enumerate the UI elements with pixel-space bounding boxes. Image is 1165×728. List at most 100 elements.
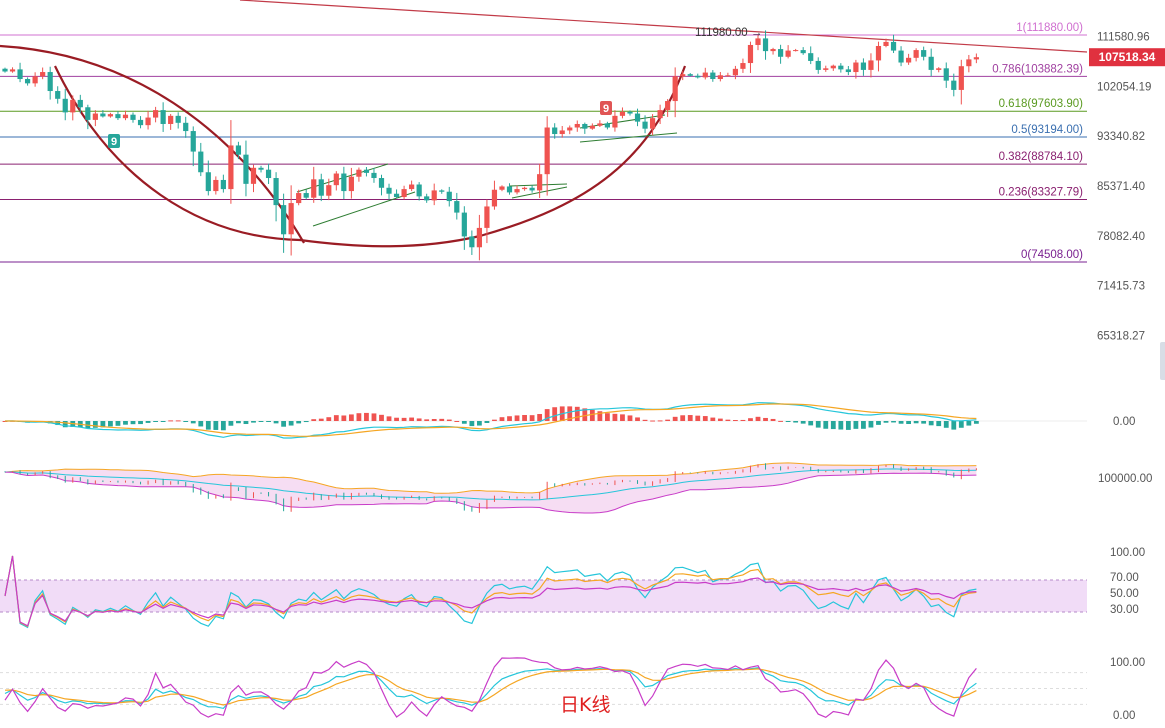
- candle-body[interactable]: [137, 119, 144, 126]
- candle-body[interactable]: [521, 187, 528, 190]
- candle-body[interactable]: [800, 50, 806, 54]
- candle-body[interactable]: [710, 72, 716, 80]
- candle-body[interactable]: [665, 101, 671, 111]
- candle-body[interactable]: [491, 189, 498, 207]
- candle-body[interactable]: [604, 123, 610, 128]
- candle-body[interactable]: [672, 76, 678, 102]
- candle-body[interactable]: [597, 123, 603, 126]
- candle-body[interactable]: [461, 212, 467, 237]
- candle-body[interactable]: [333, 173, 339, 186]
- td-marker-badge[interactable]: [600, 101, 612, 115]
- candle-body[interactable]: [47, 72, 53, 92]
- candle-body[interactable]: [808, 53, 814, 61]
- candle-body[interactable]: [823, 68, 829, 70]
- candle-body[interactable]: [627, 111, 633, 114]
- candle-body[interactable]: [853, 62, 859, 73]
- candle-body[interactable]: [446, 191, 452, 202]
- candle-body[interactable]: [687, 74, 693, 76]
- candle-body[interactable]: [838, 65, 844, 70]
- candle-body[interactable]: [235, 145, 242, 155]
- candle-body[interactable]: [431, 190, 437, 201]
- candle-body[interactable]: [356, 169, 362, 177]
- current-price-tag[interactable]: [1089, 48, 1165, 67]
- candle-body[interactable]: [77, 99, 83, 108]
- candle-body[interactable]: [973, 57, 979, 60]
- descending-trendline[interactable]: [239, 0, 1088, 53]
- candle-body[interactable]: [153, 110, 159, 118]
- candle-body[interactable]: [32, 76, 38, 84]
- candle-body[interactable]: [544, 127, 550, 175]
- candle-body[interactable]: [288, 203, 294, 235]
- candle-body[interactable]: [762, 38, 769, 52]
- candle-body[interactable]: [198, 151, 204, 173]
- td-marker-badge[interactable]: [108, 134, 120, 148]
- candle-body[interactable]: [785, 50, 791, 57]
- candle-body[interactable]: [311, 179, 317, 198]
- candle-body[interactable]: [469, 236, 475, 248]
- candle-body[interactable]: [2, 68, 8, 72]
- candle-body[interactable]: [695, 75, 701, 78]
- candle-body[interactable]: [860, 62, 867, 70]
- candle-body[interactable]: [845, 69, 851, 73]
- candle-body[interactable]: [85, 107, 91, 120]
- candle-body[interactable]: [168, 115, 174, 124]
- candle-body[interactable]: [552, 127, 558, 135]
- candle-body[interactable]: [966, 59, 972, 67]
- candle-body[interactable]: [439, 190, 445, 192]
- candle-body[interactable]: [921, 50, 927, 57]
- channel-lower-3[interactable]: [579, 132, 678, 143]
- candle-body[interactable]: [506, 186, 513, 193]
- candle-body[interactable]: [190, 131, 196, 152]
- candle-body[interactable]: [793, 50, 799, 52]
- candle-body[interactable]: [341, 173, 347, 192]
- candle-body[interactable]: [619, 111, 626, 116]
- candle-body[interactable]: [770, 49, 776, 52]
- candle-body[interactable]: [62, 98, 68, 113]
- candle-body[interactable]: [386, 187, 392, 194]
- candle-body[interactable]: [755, 38, 761, 45]
- candle-body[interactable]: [416, 184, 422, 197]
- candle-body[interactable]: [363, 169, 370, 173]
- candle-body[interactable]: [883, 41, 889, 46]
- candle-body[interactable]: [318, 179, 324, 196]
- candle-body[interactable]: [537, 174, 543, 191]
- candle-body[interactable]: [815, 60, 821, 70]
- candle-body[interactable]: [732, 68, 739, 76]
- candle-body[interactable]: [115, 114, 121, 119]
- candle-body[interactable]: [898, 50, 904, 63]
- candle-body[interactable]: [740, 63, 746, 69]
- candle-body[interactable]: [243, 154, 249, 184]
- candle-body[interactable]: [220, 179, 226, 190]
- candle-body[interactable]: [100, 113, 106, 117]
- candle-body[interactable]: [717, 75, 723, 80]
- candle-body[interactable]: [205, 172, 211, 192]
- candle-body[interactable]: [612, 115, 618, 128]
- candle-body[interactable]: [24, 79, 31, 84]
- candle-body[interactable]: [378, 178, 385, 188]
- candle-body[interactable]: [747, 44, 754, 64]
- candle-body[interactable]: [582, 123, 588, 129]
- candle-body[interactable]: [529, 187, 535, 191]
- candle-body[interactable]: [476, 227, 482, 248]
- candle-body[interactable]: [348, 176, 354, 192]
- candle-body[interactable]: [484, 206, 490, 228]
- candle-body[interactable]: [424, 196, 430, 201]
- candle-body[interactable]: [943, 68, 949, 81]
- candle-body[interactable]: [326, 185, 332, 196]
- candle-body[interactable]: [401, 189, 407, 198]
- candle-body[interactable]: [514, 189, 520, 193]
- candle-body[interactable]: [649, 118, 656, 129]
- cup-arc-line[interactable]: [54, 65, 687, 248]
- candle-body[interactable]: [574, 123, 580, 128]
- candle-body[interactable]: [725, 75, 731, 77]
- channel-lower[interactable]: [312, 191, 416, 227]
- candle-body[interactable]: [371, 172, 377, 179]
- arc-line-left[interactable]: [0, 44, 305, 244]
- candle-body[interactable]: [951, 80, 957, 90]
- candle-body[interactable]: [936, 68, 942, 70]
- candle-body[interactable]: [92, 113, 98, 120]
- candle-body[interactable]: [499, 186, 505, 190]
- candle-body[interactable]: [454, 201, 460, 213]
